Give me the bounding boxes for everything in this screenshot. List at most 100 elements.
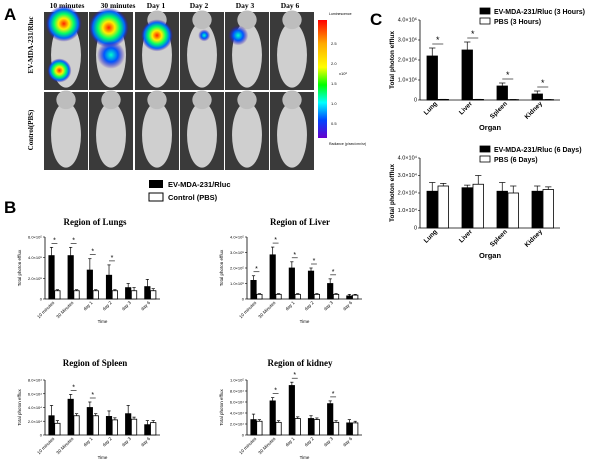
chart-b1: Region of Lungs 0 2.0×10⁵ 4.0×10⁵ 6.0×10⁵ Tot… bbox=[17, 217, 160, 324]
x-axis-label: Time bbox=[98, 455, 108, 460]
x-tick-label: day 6 bbox=[140, 300, 152, 312]
x-tick-label: day 6 bbox=[342, 300, 354, 312]
x-tick-label: Liver bbox=[458, 100, 474, 116]
timepoint-label: Day 1 bbox=[147, 1, 166, 10]
y-tick-label: 1.0×10⁴ bbox=[398, 207, 418, 214]
bar bbox=[144, 286, 151, 300]
bar bbox=[86, 407, 93, 436]
x-tick-label: 30 Minutes bbox=[257, 436, 277, 456]
legend-label: EV-MDA-231/Rluc (6 Days) bbox=[494, 147, 582, 154]
y-axis-label: Total photon efflux bbox=[219, 249, 224, 286]
x-tick-label: Spleen bbox=[489, 228, 509, 248]
timepoint-label: Day 6 bbox=[281, 1, 300, 10]
y-tick-label: 8.0×10⁴ bbox=[230, 389, 244, 394]
x-tick-label: Liver bbox=[458, 228, 474, 244]
timepoint-label: 10 minutes bbox=[50, 1, 85, 10]
colorbar-tick: 2.0 bbox=[331, 61, 337, 66]
bar bbox=[86, 269, 93, 300]
x-tick-label: 30 Minutes bbox=[257, 300, 277, 320]
bar bbox=[461, 49, 473, 101]
x-tick-label: day 3 bbox=[121, 436, 133, 448]
y-tick-label: 4.0×10⁵ bbox=[230, 235, 244, 240]
significance-star: * bbox=[53, 237, 56, 244]
bar bbox=[461, 187, 473, 229]
y-tick-label: 4.0×10⁴ bbox=[230, 411, 244, 416]
bar bbox=[307, 418, 315, 436]
bar bbox=[256, 420, 263, 436]
y-tick-label: 2.0×10⁴ bbox=[230, 422, 244, 427]
legend-swatch bbox=[479, 145, 491, 153]
colorbar-tick: 0.5 bbox=[331, 121, 337, 126]
significance-star: * bbox=[91, 392, 94, 399]
mouse-head bbox=[192, 90, 212, 110]
bar bbox=[105, 416, 113, 436]
significance-star: * bbox=[332, 269, 335, 276]
bar bbox=[352, 422, 359, 436]
bar bbox=[73, 415, 80, 436]
bar bbox=[92, 290, 99, 300]
colorbar-tick: 1.5 bbox=[331, 81, 337, 86]
y-tick-label: 6.0×10⁵ bbox=[28, 235, 42, 240]
y-tick-label: 6.0×10⁴ bbox=[28, 391, 42, 396]
mouse-head bbox=[192, 10, 212, 30]
bar bbox=[150, 290, 157, 300]
x-tick-label: 30 Minutes bbox=[55, 436, 75, 456]
mouse-image bbox=[180, 10, 224, 90]
chart-title: Region of Liver bbox=[270, 217, 330, 227]
x-tick-label: day 1 bbox=[284, 436, 296, 448]
x-tick-label: day 1 bbox=[82, 436, 94, 448]
legend-label: PBS (6 Days) bbox=[494, 157, 538, 164]
mouse-image bbox=[270, 90, 314, 170]
bar bbox=[54, 290, 61, 300]
legend-label-control: Control (PBS) bbox=[168, 193, 218, 202]
x-tick-label: day 3 bbox=[323, 436, 335, 448]
bar bbox=[307, 270, 315, 300]
timepoint-label: Day 2 bbox=[190, 1, 209, 10]
y-tick-label: 3.0×10⁴ bbox=[398, 172, 418, 179]
y-tick-label: 2.0×10⁴ bbox=[398, 190, 418, 197]
timepoint-labels: 10 minutes 30 minutes Day 1 Day 2 Day 3 … bbox=[50, 1, 300, 10]
x-tick-label: 10 minutes bbox=[238, 436, 258, 456]
mouse-head bbox=[282, 90, 302, 110]
y-axis-label: Total photon efflux bbox=[17, 249, 22, 286]
mouse-body bbox=[142, 102, 172, 168]
x-tick-label: day 1 bbox=[82, 300, 94, 312]
timepoint-label: Day 3 bbox=[236, 1, 255, 10]
mouse-image bbox=[88, 7, 133, 90]
x-tick-label: 10 minutes bbox=[36, 300, 56, 320]
legend-swatch-ev bbox=[149, 180, 163, 188]
x-axis-label: Time bbox=[300, 319, 310, 324]
luminescence-signal bbox=[88, 7, 129, 48]
y-tick-label: 0 bbox=[40, 297, 43, 302]
bar bbox=[130, 290, 138, 300]
x-axis-label: Organ bbox=[479, 123, 502, 132]
significance-star: * bbox=[274, 237, 277, 244]
x-tick-label: day 2 bbox=[303, 300, 315, 312]
bar bbox=[332, 293, 340, 300]
bar bbox=[250, 419, 257, 436]
x-tick-label: day 2 bbox=[101, 300, 113, 312]
y-axis-label: Total photon efflux bbox=[389, 31, 396, 89]
mouse-head bbox=[237, 90, 257, 110]
mouse-image bbox=[135, 10, 179, 90]
significance-star: * bbox=[255, 266, 258, 273]
x-tick-label: day 1 bbox=[284, 300, 296, 312]
bar bbox=[542, 189, 554, 229]
panel-c-letter: C bbox=[370, 10, 382, 29]
y-tick-label: 2.0×10⁵ bbox=[28, 276, 42, 281]
y-tick-label: 2.0×10⁵ bbox=[230, 266, 244, 271]
y-axis-label: Total photon efflux bbox=[219, 389, 224, 426]
bar bbox=[496, 190, 508, 229]
chart-title: Region of Lungs bbox=[63, 217, 127, 227]
bar bbox=[73, 290, 80, 300]
mouse-image-grid bbox=[44, 5, 314, 170]
bar bbox=[472, 183, 484, 229]
colorbar-tick: x10⁶ bbox=[339, 71, 347, 76]
bar bbox=[144, 424, 151, 436]
x-tick-label: day 6 bbox=[342, 436, 354, 448]
bar bbox=[92, 415, 99, 436]
legend-swatch bbox=[479, 155, 491, 163]
x-tick-label: day 2 bbox=[303, 436, 315, 448]
